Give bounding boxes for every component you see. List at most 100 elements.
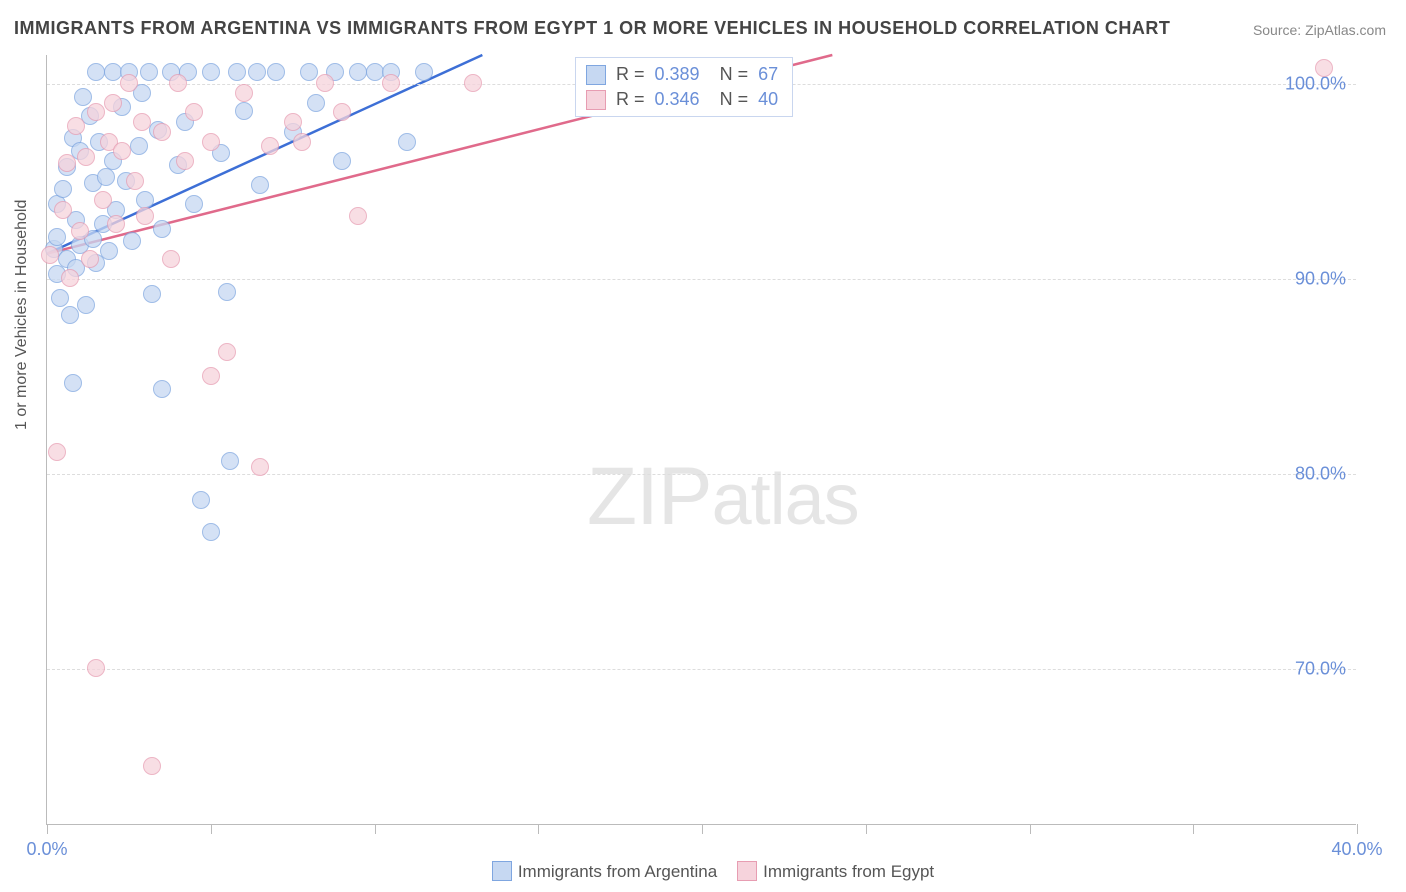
data-point bbox=[349, 63, 367, 81]
xtick bbox=[702, 824, 703, 834]
plot-area: ZIPatlas 70.0%80.0%90.0%100.0%0.0%40.0% bbox=[46, 55, 1356, 825]
n-label: N = bbox=[710, 89, 749, 110]
data-point bbox=[153, 123, 171, 141]
data-point bbox=[77, 148, 95, 166]
legend-swatch bbox=[586, 65, 606, 85]
data-point bbox=[58, 154, 76, 172]
data-point bbox=[48, 443, 66, 461]
data-point bbox=[97, 168, 115, 186]
xtick bbox=[1030, 824, 1031, 834]
data-point bbox=[113, 142, 131, 160]
legend-label: Immigrants from Egypt bbox=[763, 862, 934, 881]
legend-swatch bbox=[492, 861, 512, 881]
xtick bbox=[47, 824, 48, 834]
gridline-h bbox=[47, 474, 1356, 475]
data-point bbox=[64, 374, 82, 392]
data-point bbox=[48, 228, 66, 246]
data-point bbox=[251, 176, 269, 194]
data-point bbox=[136, 207, 154, 225]
data-point bbox=[293, 133, 311, 151]
watermark: ZIPatlas bbox=[587, 450, 859, 544]
stats-legend-row: R = 0.346 N = 40 bbox=[586, 87, 778, 112]
bottom-legend: Immigrants from Argentina Immigrants from… bbox=[0, 861, 1406, 882]
data-point bbox=[221, 452, 239, 470]
data-point bbox=[41, 246, 59, 264]
data-point bbox=[87, 63, 105, 81]
data-point bbox=[261, 137, 279, 155]
data-point bbox=[235, 84, 253, 102]
data-point bbox=[104, 63, 122, 81]
r-label: R = bbox=[616, 64, 645, 85]
data-point bbox=[77, 296, 95, 314]
data-point bbox=[94, 191, 112, 209]
data-point bbox=[202, 133, 220, 151]
data-point bbox=[248, 63, 266, 81]
ytick-label: 80.0% bbox=[1295, 464, 1346, 485]
data-point bbox=[349, 207, 367, 225]
data-point bbox=[153, 220, 171, 238]
xtick bbox=[866, 824, 867, 834]
legend-label: Immigrants from Argentina bbox=[518, 862, 717, 881]
data-point bbox=[162, 250, 180, 268]
n-value: 40 bbox=[758, 89, 778, 110]
data-point bbox=[464, 74, 482, 92]
data-point bbox=[316, 74, 334, 92]
data-point bbox=[153, 380, 171, 398]
data-point bbox=[235, 102, 253, 120]
data-point bbox=[74, 88, 92, 106]
data-point bbox=[67, 117, 85, 135]
data-point bbox=[415, 63, 433, 81]
data-point bbox=[218, 283, 236, 301]
data-point bbox=[251, 458, 269, 476]
data-point bbox=[71, 222, 89, 240]
data-point bbox=[307, 94, 325, 112]
gridline-h bbox=[47, 669, 1356, 670]
r-value: 0.389 bbox=[655, 64, 700, 85]
data-point bbox=[169, 74, 187, 92]
data-point bbox=[140, 63, 158, 81]
data-point bbox=[333, 103, 351, 121]
data-point bbox=[126, 172, 144, 190]
data-point bbox=[87, 103, 105, 121]
legend-swatch bbox=[586, 90, 606, 110]
data-point bbox=[123, 232, 141, 250]
data-point bbox=[120, 74, 138, 92]
data-point bbox=[104, 94, 122, 112]
xtick-label: 40.0% bbox=[1331, 839, 1382, 860]
data-point bbox=[54, 180, 72, 198]
data-point bbox=[130, 137, 148, 155]
data-point bbox=[81, 250, 99, 268]
data-point bbox=[1315, 59, 1333, 77]
data-point bbox=[185, 103, 203, 121]
y-axis-label: 1 or more Vehicles in Household bbox=[13, 200, 31, 430]
xtick-label: 0.0% bbox=[26, 839, 67, 860]
xtick bbox=[211, 824, 212, 834]
data-point bbox=[100, 242, 118, 260]
source-label: Source: ZipAtlas.com bbox=[1253, 22, 1386, 38]
data-point bbox=[398, 133, 416, 151]
data-point bbox=[143, 757, 161, 775]
data-point bbox=[107, 215, 125, 233]
gridline-h bbox=[47, 279, 1356, 280]
stats-legend-row: R = 0.389 N = 67 bbox=[586, 62, 778, 87]
stats-legend: R = 0.389 N = 67R = 0.346 N = 40 bbox=[575, 57, 793, 117]
ytick-label: 100.0% bbox=[1285, 74, 1346, 95]
r-label: R = bbox=[616, 89, 645, 110]
data-point bbox=[300, 63, 318, 81]
xtick bbox=[1357, 824, 1358, 834]
data-point bbox=[61, 269, 79, 287]
data-point bbox=[202, 367, 220, 385]
data-point bbox=[218, 343, 236, 361]
data-point bbox=[366, 63, 384, 81]
data-point bbox=[61, 306, 79, 324]
xtick bbox=[375, 824, 376, 834]
legend-swatch bbox=[737, 861, 757, 881]
data-point bbox=[51, 289, 69, 307]
trend-lines bbox=[47, 55, 1356, 824]
data-point bbox=[333, 152, 351, 170]
xtick bbox=[1193, 824, 1194, 834]
data-point bbox=[87, 659, 105, 677]
n-value: 67 bbox=[758, 64, 778, 85]
data-point bbox=[202, 523, 220, 541]
data-point bbox=[143, 285, 161, 303]
